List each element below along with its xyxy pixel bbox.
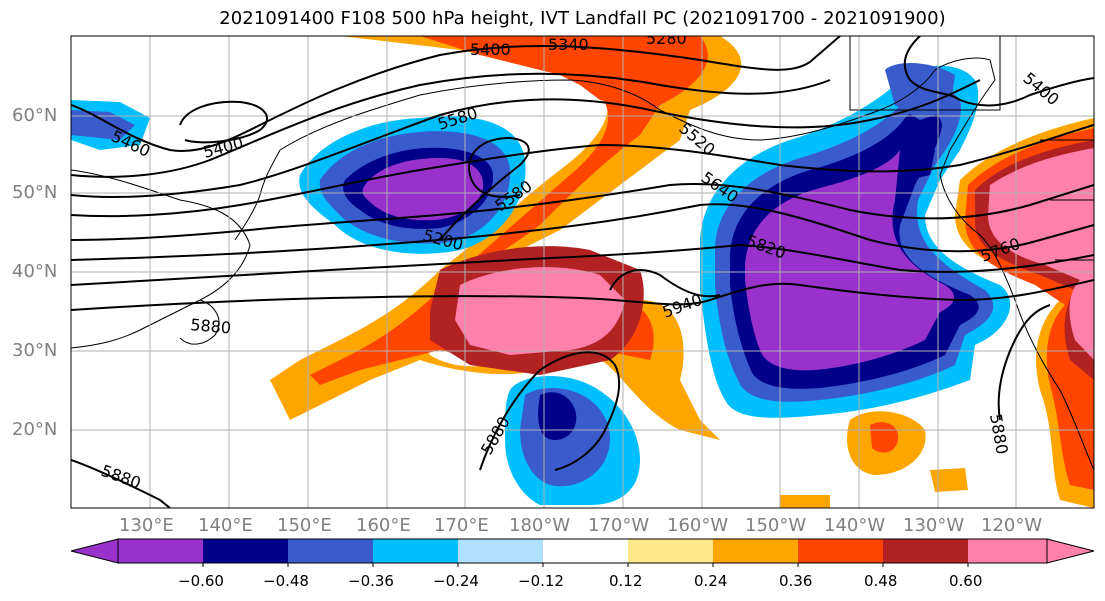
- colorbar-tick-label: 0.12: [609, 572, 643, 590]
- lon-label: 170°E: [434, 515, 489, 536]
- colorbar-extend-low: [70, 538, 119, 564]
- colorbar-swatch: [203, 539, 288, 563]
- colorbar-swatch: [373, 539, 458, 563]
- colorbar-tick-label: −0.12: [518, 572, 564, 590]
- colorbar-swatch: [628, 539, 713, 563]
- colorbar-swatch: [543, 539, 628, 563]
- lon-label: 150°E: [277, 515, 332, 536]
- negative-ivt-west: [71, 100, 526, 254]
- colorbar-swatch: [883, 539, 968, 563]
- colorbar-tick-label: 0.24: [694, 572, 728, 590]
- contour-label: 5400: [470, 40, 511, 59]
- negative-ivt-south: [505, 375, 640, 505]
- lon-label: 160°W: [667, 515, 729, 536]
- lon-label: 150°W: [745, 515, 807, 536]
- lat-label: 40°N: [12, 261, 58, 282]
- contour-label: 5880: [190, 315, 232, 337]
- lon-label: 160°E: [356, 515, 411, 536]
- colorbar-tick-label: −0.60: [178, 572, 224, 590]
- colorbar-tick-label: −0.24: [433, 572, 479, 590]
- colorbar-extend-high: [1046, 538, 1095, 564]
- lon-label: 180°W: [509, 515, 571, 536]
- contour-label: 5280: [646, 29, 687, 48]
- colorbar-swatch: [288, 539, 373, 563]
- colorbar-tick-label: −0.36: [348, 572, 394, 590]
- lat-label: 20°N: [12, 419, 58, 440]
- map-frame: [70, 35, 1095, 509]
- colorbar-tick-label: 0.48: [864, 572, 898, 590]
- lon-label: 140°E: [198, 515, 253, 536]
- map-title: 2021091400 F108 500 hPa height, IVT Land…: [219, 8, 946, 29]
- positive-ivt-coast: [780, 118, 1094, 508]
- colorbar: [70, 538, 1095, 567]
- lon-label: 130°W: [903, 515, 965, 536]
- lat-label: 50°N: [12, 182, 58, 203]
- colorbar-swatch: [713, 539, 798, 563]
- colorbar-swatch: [118, 539, 203, 563]
- colorbar-tick-label: 0.60: [949, 572, 983, 590]
- lon-label: 140°W: [824, 515, 886, 536]
- lat-label: 60°N: [12, 105, 58, 126]
- colorbar-swatch: [968, 539, 1047, 563]
- map-area: 5400 5340 5280 5460 5400 5580 5520 5640 …: [71, 29, 1094, 508]
- contour-label: 5340: [548, 35, 589, 54]
- lat-label: 30°N: [12, 340, 58, 361]
- colorbar-tick-label: −0.48: [263, 572, 309, 590]
- height-contours: [71, 36, 1094, 508]
- lon-label: 130°E: [119, 515, 174, 536]
- colorbar-swatch: [458, 539, 543, 563]
- lon-label: 170°W: [588, 515, 650, 536]
- colorbar-swatch: [798, 539, 883, 563]
- gridlines: [71, 36, 1094, 508]
- colorbar-tick-label: 0.36: [779, 572, 813, 590]
- negative-ivt-east: [700, 63, 1011, 418]
- lon-label: 120°W: [981, 515, 1043, 536]
